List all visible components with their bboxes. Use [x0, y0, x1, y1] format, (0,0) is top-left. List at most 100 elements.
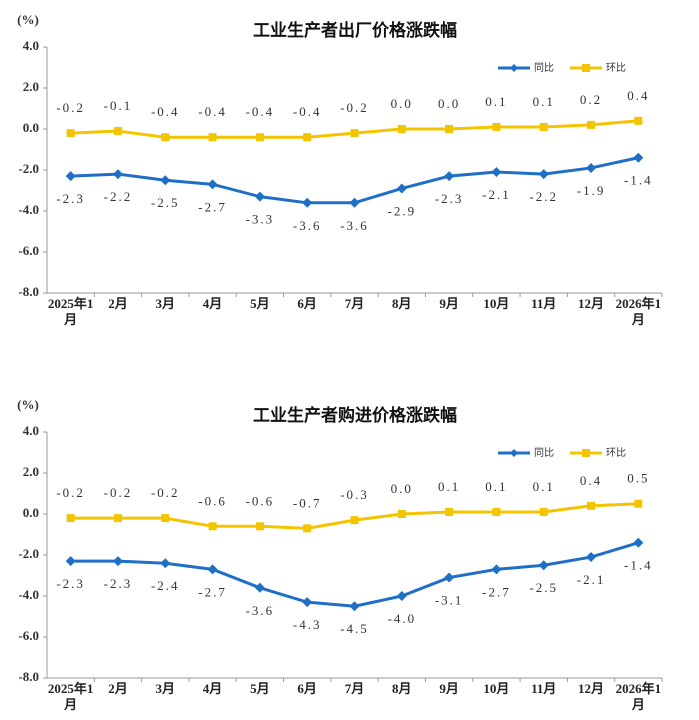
point [586, 162, 597, 173]
value-label: -2.7 [198, 584, 227, 599]
series-line [70, 541, 639, 608]
x-tick-label: 10月 [483, 681, 510, 696]
value-label: -2.3 [56, 191, 85, 206]
point [113, 127, 122, 136]
value-label: -3.1 [435, 593, 464, 608]
value-label: -0.2 [104, 485, 133, 500]
value-label: -3.3 [246, 212, 275, 227]
x-tick-label: 2025年1月 [47, 296, 94, 327]
value-label: -2.5 [529, 580, 558, 595]
point [207, 179, 218, 190]
value-label: -0.2 [56, 485, 85, 500]
value-label: -0.3 [340, 487, 369, 502]
value-label: -1.4 [624, 173, 653, 188]
point [113, 514, 122, 523]
y-axis-label: (%) [17, 12, 39, 27]
x-tick-label: 4月 [202, 681, 223, 696]
x-tick-label: 11月 [531, 296, 557, 311]
x-tick-label: 9月 [439, 681, 459, 696]
point [350, 516, 359, 525]
point [492, 507, 501, 516]
x-tick-label: 8月 [392, 681, 412, 696]
x-tick-label: 12月 [578, 681, 605, 696]
value-label: -4.3 [293, 617, 322, 632]
point [303, 524, 312, 533]
y-tick-label: -4.0 [18, 202, 39, 217]
x-tick-label: 3月 [155, 296, 176, 311]
x-tick-label: 12月 [578, 296, 605, 311]
point [65, 171, 76, 182]
point [538, 169, 549, 180]
x-tick-label: 11月 [531, 681, 557, 696]
point [539, 507, 548, 516]
x-tick-label: 7月 [344, 296, 365, 311]
value-label: -1.9 [577, 183, 606, 198]
point [491, 167, 502, 178]
value-label: 0.0 [391, 481, 413, 496]
y-tick-label: 0.0 [23, 505, 39, 520]
value-label: -3.6 [293, 218, 322, 233]
x-tick-label: 5月 [250, 681, 270, 696]
value-label: 0.1 [485, 479, 507, 494]
point [634, 499, 643, 508]
y-tick-label: -8.0 [18, 669, 39, 684]
point [302, 597, 313, 608]
value-label: 0.1 [485, 94, 507, 109]
value-label: -1.4 [624, 558, 653, 573]
value-label: -0.2 [340, 100, 369, 115]
point [255, 133, 264, 142]
point [396, 183, 407, 194]
value-label: -0.2 [56, 100, 85, 115]
x-tick-label: 2025年1月 [47, 681, 94, 712]
value-label: -0.6 [246, 493, 275, 508]
point [397, 510, 406, 518]
value-label: -2.3 [435, 191, 464, 206]
value-label: -0.4 [246, 104, 275, 119]
value-label: -3.6 [246, 603, 275, 618]
point [303, 133, 312, 142]
value-label: -0.4 [151, 104, 180, 119]
point [397, 125, 406, 133]
point [160, 558, 171, 569]
value-label: 0.4 [580, 473, 602, 488]
y-tick-label: 4.0 [23, 423, 39, 438]
y-tick-label: -2.0 [18, 546, 39, 561]
value-label: 0.1 [533, 479, 555, 494]
x-tick-label: 8月 [392, 296, 412, 311]
point [112, 556, 123, 567]
value-label: -2.4 [151, 578, 180, 593]
y-tick-label: 2.0 [23, 79, 39, 94]
point [254, 582, 265, 593]
point [491, 564, 502, 575]
point [208, 133, 217, 142]
value-label: -3.6 [340, 218, 369, 233]
y-tick-label: 2.0 [23, 464, 39, 479]
value-label: -2.2 [529, 189, 558, 204]
legend-label: 同比 [534, 447, 554, 459]
y-tick-label: -6.0 [18, 243, 39, 258]
x-tick-label: 2026年1月 [615, 296, 662, 327]
value-label: -0.6 [198, 493, 227, 508]
value-label: -2.7 [198, 199, 227, 214]
x-tick-label: 6月 [297, 681, 317, 696]
y-axis-label: (%) [17, 397, 39, 412]
legend-marker [510, 64, 518, 72]
point [255, 522, 264, 531]
value-label: -2.1 [577, 572, 606, 587]
point [538, 560, 549, 571]
point [208, 522, 217, 531]
point [633, 537, 644, 548]
point [633, 152, 644, 163]
x-tick-label: 6月 [297, 296, 317, 311]
point [66, 514, 75, 523]
point [539, 122, 548, 131]
legend-label: 环比 [606, 62, 626, 74]
value-label: -2.1 [482, 187, 511, 202]
value-label: 0.5 [627, 471, 649, 486]
value-label: -2.3 [56, 576, 85, 591]
value-label: 0.0 [438, 96, 460, 111]
point [587, 501, 596, 510]
value-label: -4.5 [340, 621, 369, 636]
point [350, 129, 359, 138]
